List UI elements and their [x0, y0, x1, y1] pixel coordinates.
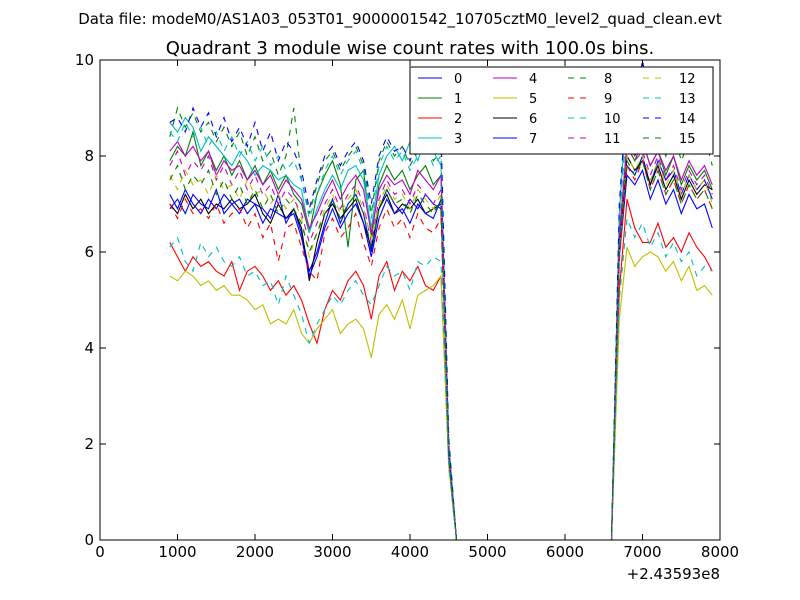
series-line-13 [169, 96, 713, 540]
legend-label-5: 5 [529, 92, 537, 107]
legend-label-7: 7 [529, 132, 537, 147]
y-tick-label: 8 [84, 147, 94, 165]
legend-label-6: 6 [529, 112, 537, 127]
series-line-10 [169, 218, 713, 540]
suptitle: Data file: modeM0/AS1A03_053T01_90000015… [78, 10, 722, 29]
x-tick-label: 8000 [701, 543, 739, 561]
series-line-11 [169, 144, 713, 540]
x-offset-label: +2.43593e8 [627, 565, 720, 583]
legend-label-4: 4 [529, 72, 537, 87]
chart-title: Quadrant 3 module wise count rates with … [166, 38, 655, 59]
legend-label-0: 0 [454, 72, 462, 87]
x-tick-label: 7000 [623, 543, 661, 561]
y-tick-label: 4 [84, 339, 94, 357]
series-line-12 [169, 154, 713, 540]
legend-label-15: 15 [679, 132, 696, 147]
series-line-15 [169, 158, 713, 540]
series-line-2 [169, 199, 713, 540]
x-tick-label: 6000 [546, 543, 584, 561]
series-line-5 [169, 246, 713, 540]
x-tick-label: 0 [95, 543, 105, 561]
legend-label-9: 9 [604, 92, 612, 107]
legend-label-3: 3 [454, 132, 462, 147]
legend-label-11: 11 [604, 132, 621, 147]
legend-label-8: 8 [604, 72, 612, 87]
legend-label-2: 2 [454, 112, 462, 127]
legend-label-12: 12 [679, 72, 696, 87]
y-tick-label: 6 [84, 243, 94, 261]
x-tick-label: 5000 [468, 543, 506, 561]
x-tick-label: 1000 [158, 543, 196, 561]
series-layer [169, 60, 713, 540]
legend-label-13: 13 [679, 92, 696, 107]
legend-label-10: 10 [604, 112, 621, 127]
x-tick-label: 2000 [236, 543, 274, 561]
legend-box [409, 66, 714, 155]
legend-label-14: 14 [679, 112, 696, 127]
x-tick-label: 3000 [313, 543, 351, 561]
y-tick-label: 2 [84, 435, 94, 453]
legend-label-1: 1 [454, 92, 462, 107]
y-tick-label: 0 [84, 531, 94, 549]
y-tick-label: 10 [75, 51, 94, 69]
x-tick-label: 4000 [391, 543, 429, 561]
